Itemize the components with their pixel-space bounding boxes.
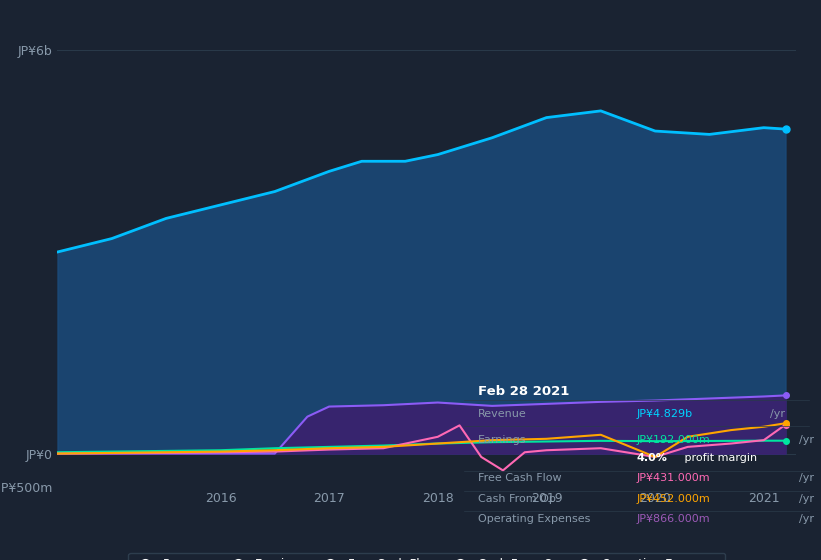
Legend: Revenue, Earnings, Free Cash Flow, Cash From Op, Operating Expenses: Revenue, Earnings, Free Cash Flow, Cash … bbox=[128, 553, 726, 560]
Text: JP¥192.000m: JP¥192.000m bbox=[636, 435, 710, 445]
Text: /yr: /yr bbox=[770, 409, 785, 419]
Text: profit margin: profit margin bbox=[681, 454, 757, 463]
Text: JP¥431.000m: JP¥431.000m bbox=[636, 474, 710, 483]
Text: Operating Expenses: Operating Expenses bbox=[478, 514, 590, 524]
Text: /yr: /yr bbox=[799, 474, 814, 483]
Text: /yr: /yr bbox=[799, 494, 814, 503]
Text: JP¥866.000m: JP¥866.000m bbox=[636, 514, 710, 524]
Text: JP¥452.000m: JP¥452.000m bbox=[636, 494, 710, 503]
Text: 4.0%: 4.0% bbox=[636, 454, 667, 463]
Text: Feb 28 2021: Feb 28 2021 bbox=[478, 385, 569, 398]
Text: Cash From Op: Cash From Op bbox=[478, 494, 556, 503]
Text: JP¥4.829b: JP¥4.829b bbox=[636, 409, 692, 419]
Text: Free Cash Flow: Free Cash Flow bbox=[478, 474, 562, 483]
Text: /yr: /yr bbox=[799, 435, 814, 445]
Text: Revenue: Revenue bbox=[478, 409, 526, 419]
Text: Earnings: Earnings bbox=[478, 435, 526, 445]
Text: /yr: /yr bbox=[799, 514, 814, 524]
